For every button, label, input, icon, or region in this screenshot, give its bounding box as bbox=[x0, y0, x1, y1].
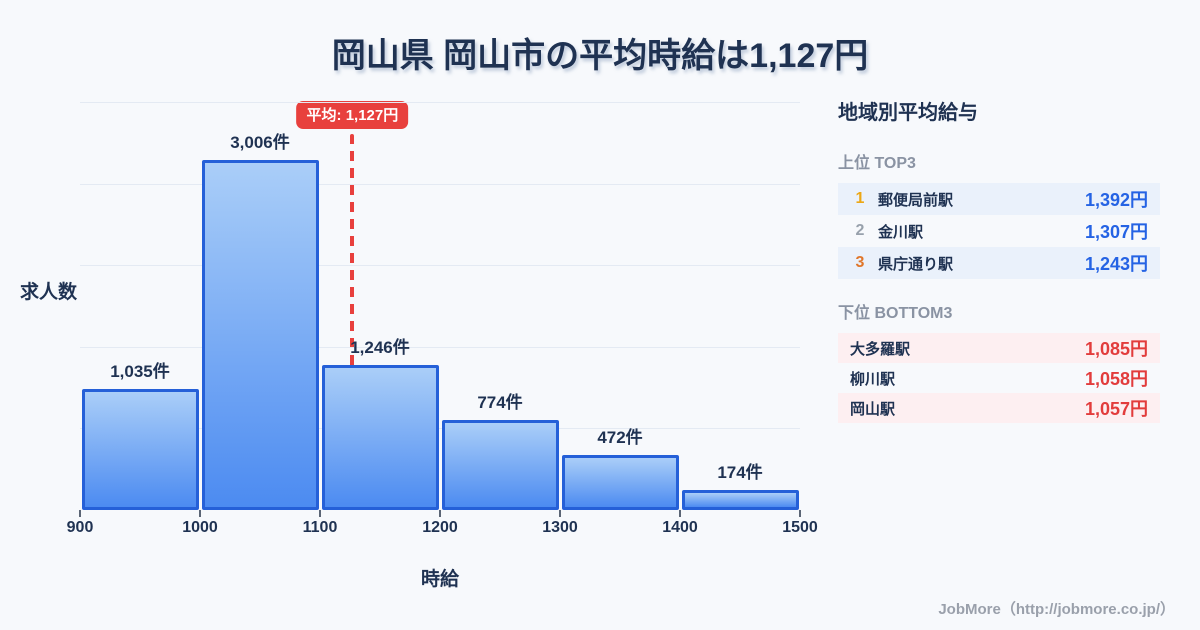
axis-tick-mark bbox=[439, 510, 441, 517]
x-tick-label: 1300 bbox=[542, 519, 578, 536]
rank-number: 3 bbox=[855, 254, 865, 271]
bar-value-label: 472件 bbox=[597, 427, 643, 447]
x-tick-label: 900 bbox=[66, 519, 94, 536]
histogram-bar bbox=[441, 419, 559, 510]
station-wage-value: 1,243円 bbox=[1084, 254, 1148, 274]
average-badge: 平均: 1,127円 bbox=[296, 101, 409, 129]
average-line bbox=[350, 134, 355, 510]
bottom3-list: 大多羅駅 1,085円柳川駅 1,058円岡山駅 1,057円 bbox=[838, 333, 1160, 423]
histogram-bar bbox=[321, 364, 439, 510]
x-tick-label: 1200 bbox=[422, 519, 458, 536]
top3-list: 1 郵便局前駅 1,392円 2 金川駅 1,307円 3 県庁通り駅 1,243円 bbox=[838, 183, 1160, 279]
x-tick-label: 1000 bbox=[182, 519, 218, 536]
station-name: 県庁通り駅 bbox=[878, 255, 954, 273]
top3-heading: 上位 TOP3 bbox=[838, 155, 916, 172]
station-row: 大多羅駅 1,085円 bbox=[838, 333, 1160, 363]
region-salary-panel: 地域別平均給与 上位 TOP3 1 郵便局前駅 1,392円 2 金川駅 1,307円 3 県… bbox=[838, 96, 1160, 443]
x-tick-label: 1100 bbox=[302, 519, 338, 536]
gridline bbox=[80, 183, 800, 185]
gridline bbox=[80, 346, 800, 348]
axis-tick-mark bbox=[319, 510, 321, 517]
x-tick-label: 1500 bbox=[782, 519, 818, 536]
station-row: 柳川駅 1,058円 bbox=[838, 363, 1160, 393]
station-name: 柳川駅 bbox=[850, 370, 896, 388]
panel-title: 地域別平均給与 bbox=[838, 102, 978, 124]
axis-tick-mark bbox=[559, 510, 561, 517]
bar-value-label: 3,006件 bbox=[230, 132, 290, 152]
station-row: 岡山駅 1,057円 bbox=[838, 393, 1160, 423]
station-name: 岡山駅 bbox=[850, 400, 896, 418]
axis-tick-mark bbox=[199, 510, 201, 517]
station-row: 1 郵便局前駅 1,392円 bbox=[838, 183, 1160, 215]
page-title: 岡山県 岡山市の平均時給は1,127円 bbox=[331, 37, 869, 75]
station-row: 2 金川駅 1,307円 bbox=[838, 215, 1160, 247]
station-wage-value: 1,058円 bbox=[1084, 369, 1148, 389]
rank-number: 1 bbox=[855, 190, 865, 207]
axis-tick-mark bbox=[799, 510, 801, 517]
bar-value-label: 1,246件 bbox=[350, 337, 410, 357]
bar-value-label: 174件 bbox=[717, 462, 763, 482]
credit: JobMore（http://jobmore.co.jp/） bbox=[938, 601, 1175, 618]
histogram-bar bbox=[561, 454, 679, 510]
gridline bbox=[80, 265, 800, 267]
histogram-bar bbox=[681, 489, 799, 510]
gridline bbox=[80, 428, 800, 430]
y-axis-label: 求人数 bbox=[20, 282, 78, 303]
bar-value-label: 1,035件 bbox=[110, 362, 170, 382]
bottom3-heading: 下位 BOTTOM3 bbox=[838, 305, 953, 322]
station-row: 3 県庁通り駅 1,243円 bbox=[838, 247, 1160, 279]
axis-tick-mark bbox=[79, 510, 81, 517]
axis-tick-mark bbox=[679, 510, 681, 517]
plot-area: 平均: 1,127円 時給 1,035件 3,006件 1,246件 774件 472件… bbox=[67, 101, 818, 590]
station-name: 大多羅駅 bbox=[850, 340, 911, 358]
station-name: 郵便局前駅 bbox=[878, 191, 954, 209]
rank-number: 2 bbox=[855, 222, 865, 239]
station-name: 金川駅 bbox=[878, 223, 924, 241]
histogram-bar bbox=[201, 159, 319, 510]
station-wage-value: 1,085円 bbox=[1084, 339, 1148, 359]
station-wage-value: 1,057円 bbox=[1084, 399, 1148, 419]
x-axis-label: 時給 bbox=[420, 569, 459, 590]
histogram-bar bbox=[81, 389, 199, 510]
station-wage-value: 1,307円 bbox=[1084, 222, 1148, 242]
bar-value-label: 774件 bbox=[477, 392, 523, 412]
x-tick-label: 1400 bbox=[662, 519, 698, 536]
station-wage-value: 1,392円 bbox=[1084, 190, 1148, 210]
gridline bbox=[80, 102, 800, 103]
